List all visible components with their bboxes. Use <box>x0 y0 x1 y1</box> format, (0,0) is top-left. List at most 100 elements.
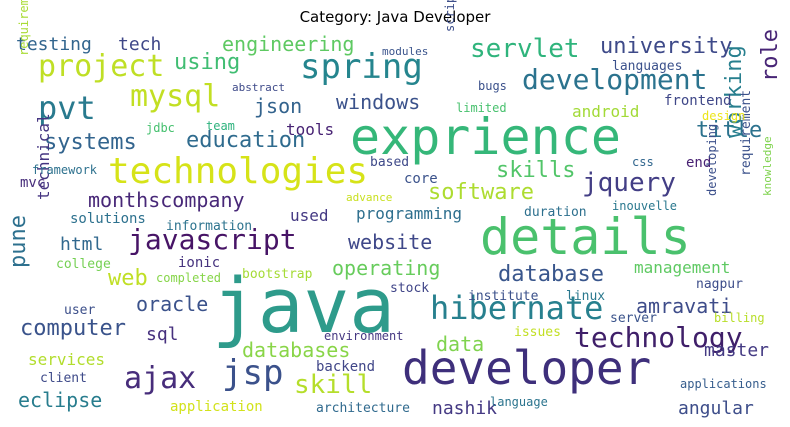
word-tools: tools <box>286 120 335 139</box>
word-skill: skill <box>294 370 373 400</box>
word-sql: sql <box>146 324 179 345</box>
word-bootstrap: bootstrap <box>242 267 313 282</box>
word-exprience: exprience <box>350 108 621 166</box>
word-end: end <box>686 155 712 171</box>
word-college: college <box>56 257 111 272</box>
word-systems: systems <box>44 130 137 155</box>
word-technologies: technologies <box>108 151 369 192</box>
word-application: application <box>170 399 263 415</box>
word-stock: stock <box>390 281 430 296</box>
word-jquery: jquery <box>582 168 676 198</box>
word-role: role <box>758 29 783 82</box>
word-angular: angular <box>678 398 754 419</box>
word-duration: duration <box>524 205 587 220</box>
word-language: language <box>490 395 548 409</box>
word-spring: spring <box>300 47 423 87</box>
word-nashik: nashik <box>432 398 498 419</box>
word-languages: languages <box>612 59 683 74</box>
word-engineering: engineering <box>222 32 355 56</box>
word-database: database <box>498 262 604 287</box>
word-design: design <box>702 109 746 123</box>
word-master: master <box>704 340 770 361</box>
word-requirement: requirement <box>739 89 754 176</box>
word-java: java <box>212 261 396 350</box>
word-environment: environment <box>324 329 404 343</box>
word-abstract: abstract <box>232 81 285 94</box>
word-issues: issues <box>514 325 561 340</box>
word-script: script <box>443 0 457 32</box>
word-advance: advance <box>346 191 393 204</box>
word-jsp: jsp <box>222 353 284 393</box>
word-education: education <box>186 128 306 153</box>
word-testing: testing <box>16 34 92 55</box>
word-billing: billing <box>714 311 765 325</box>
word-solutions: solutions <box>70 211 146 227</box>
word-nagpur: nagpur <box>696 277 743 292</box>
word-management: management <box>634 258 731 277</box>
word-hibernate: hibernate <box>430 289 604 327</box>
chart-title: Category: Java Developer <box>299 8 491 26</box>
word-project: project <box>38 49 165 84</box>
word-framework: framework <box>32 163 98 177</box>
word-modules: modules <box>382 45 429 58</box>
word-institute: institute <box>468 289 539 304</box>
word-servlet: servlet <box>470 34 580 64</box>
word-tech: tech <box>118 34 162 55</box>
word-skills: skills <box>496 158 576 183</box>
word-team: team <box>206 119 235 133</box>
word-user: user <box>64 303 96 318</box>
word-amravati: amravati <box>636 294 733 318</box>
word-knowledge: knowledge <box>761 136 774 196</box>
word-architecture: architecture <box>316 401 410 416</box>
word-mvc: mvc <box>20 175 46 191</box>
word-software: software <box>428 180 534 205</box>
word-data: data <box>436 332 485 356</box>
word-development: development <box>522 63 708 96</box>
word-json: json <box>254 94 303 118</box>
word-university: university <box>600 34 733 59</box>
word-completed: completed <box>156 271 222 285</box>
word-details: details <box>480 208 691 266</box>
word-using: using <box>174 50 241 75</box>
word-mysql: mysql <box>130 79 221 114</box>
word-pvt: pvt <box>38 89 96 127</box>
word-css: css <box>632 155 654 169</box>
word-requirements: requirements <box>17 0 31 56</box>
word-linux: linux <box>566 289 606 304</box>
word-programming: programming <box>356 204 462 223</box>
word-html: html <box>60 234 104 255</box>
word-based: based <box>370 155 410 170</box>
word-technology: technology <box>574 321 743 354</box>
word-web: web <box>108 266 148 291</box>
word-bugs: bugs <box>478 79 507 93</box>
word-website: website <box>348 230 433 254</box>
word-eclipse: eclipse <box>18 388 103 412</box>
word-services: services <box>28 350 106 369</box>
word-title: title <box>696 118 763 143</box>
word-ajax: ajax <box>124 361 197 396</box>
word-monthscompany: monthscompany <box>88 188 245 212</box>
word-server: server <box>610 311 657 326</box>
word-limited: limited <box>456 101 507 115</box>
word-backend: backend <box>316 359 376 375</box>
word-developing: developing <box>705 123 719 196</box>
word-inouvelle: inouvelle <box>612 199 678 213</box>
word-core: core <box>404 171 438 187</box>
word-used: used <box>290 206 329 225</box>
word-android: android <box>572 102 640 121</box>
word-applications: applications <box>680 377 767 391</box>
word-ionic: ionic <box>178 255 221 271</box>
word-windows: windows <box>336 90 421 114</box>
word-frontend: frontend <box>664 93 732 109</box>
word-client: client <box>40 371 87 386</box>
word-pune: pune <box>6 215 31 268</box>
word-databases: databases <box>242 338 351 362</box>
word-jdbc: jdbc <box>146 121 175 135</box>
word-computer: computer <box>20 316 126 341</box>
word-javascript: javascript <box>128 223 297 256</box>
word-oracle: oracle <box>136 292 209 316</box>
word-operating: operating <box>332 256 441 280</box>
word-developer: developer <box>402 341 652 395</box>
word-information: information <box>166 219 253 234</box>
